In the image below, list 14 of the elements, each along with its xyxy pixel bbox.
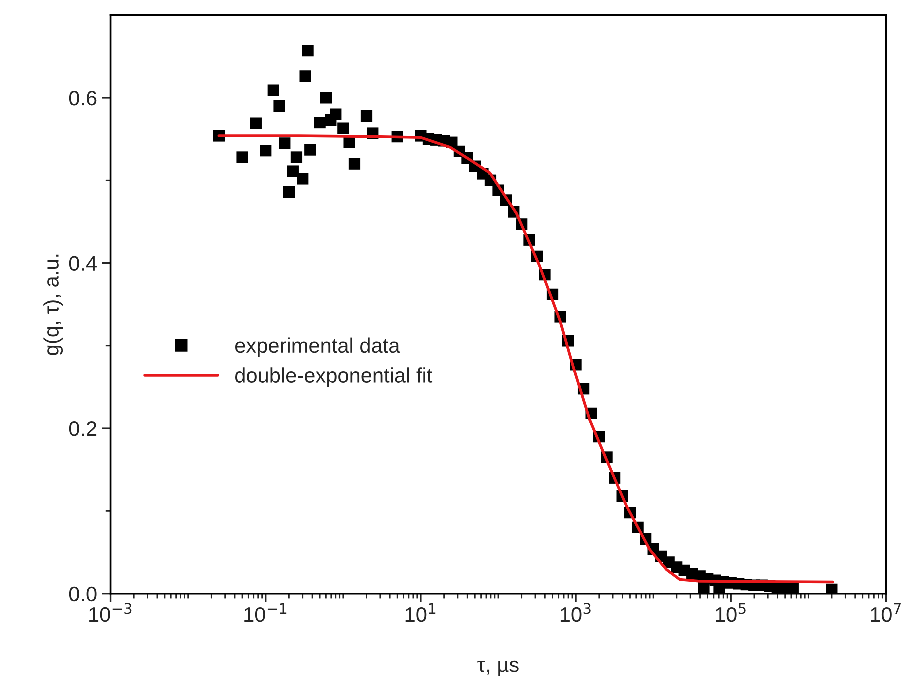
x-tick-label: 10$^{−3}$ (90, 603, 132, 622)
legend-label: experimental data (236, 338, 400, 358)
x-tick-label: 10$^{−1}$ (244, 603, 287, 622)
x-axis-title: τ, µs (478, 660, 519, 676)
x-tick-label: 10$^{1}$ (406, 603, 436, 622)
y-tick-label: 0.6 (69, 90, 97, 106)
y-tick-label: 0.2 (69, 422, 97, 436)
legend-label: double-exponential fit (235, 368, 433, 388)
x-tick-label: 10$^{7}$ (871, 603, 901, 622)
y-tick-label: 0.4 (69, 256, 97, 272)
y-tick-label: 0.0 (69, 586, 97, 602)
y-axis-title: g(q, τ), a.u. (44, 254, 64, 356)
x-tick-label: 10$^{3}$ (560, 603, 591, 622)
x-tick-label: 10$^{5}$ (716, 603, 746, 622)
